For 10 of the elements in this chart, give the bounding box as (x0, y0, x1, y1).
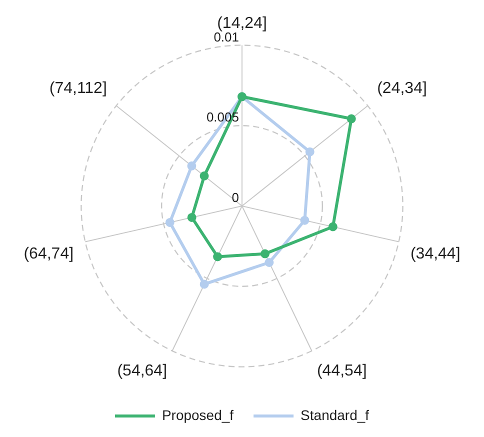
spoke-label: (64,74] (24, 245, 74, 262)
legend-label: Standard_f (300, 406, 370, 423)
spoke-label: (14,24] (217, 15, 267, 32)
spoke-label: (24,34] (377, 80, 427, 98)
spoke-label: (34,44] (410, 245, 460, 262)
legend-label: Proposed_f (162, 406, 234, 423)
spoke-label: (54,64] (117, 362, 168, 380)
spoke-label: (74,112] (49, 80, 107, 98)
spoke-label: (44,54] (316, 362, 367, 380)
y-tick-label: 0 (232, 190, 239, 206)
